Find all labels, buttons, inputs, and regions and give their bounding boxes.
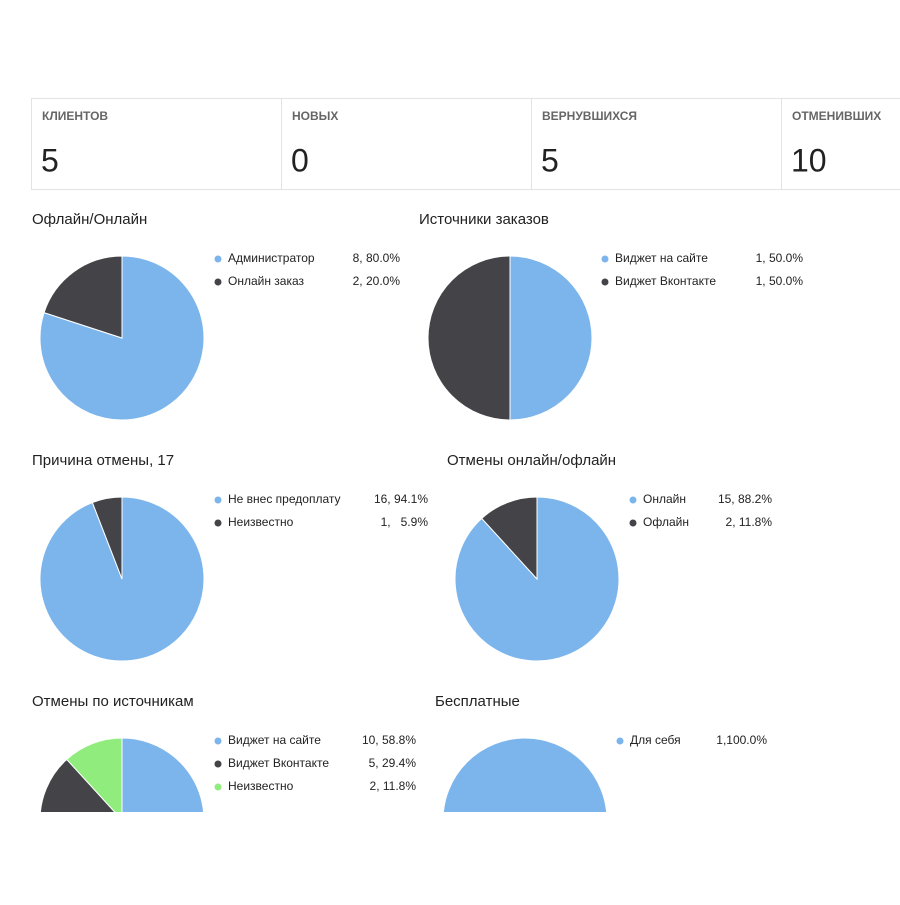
legend-value: 2, 11.8% bbox=[726, 515, 773, 529]
legend-value: 1, 50.0% bbox=[756, 251, 804, 265]
legend-label: Виджет на сайте bbox=[615, 251, 708, 265]
pies bbox=[40, 256, 619, 900]
chart-title: Причина отмены, 17 bbox=[32, 452, 174, 469]
legend-dot bbox=[215, 497, 222, 504]
legend-label: Офлайн bbox=[643, 515, 689, 529]
legend-value: 8, 80.0% bbox=[353, 251, 401, 265]
stats-panel bbox=[32, 99, 900, 190]
legend-label: Администратор bbox=[228, 251, 315, 265]
legend-value: 2, 11.8% bbox=[370, 779, 417, 793]
legend-label: Виджет на сайте bbox=[228, 733, 321, 747]
legend-dot bbox=[602, 256, 609, 263]
legend-dot bbox=[617, 738, 624, 745]
legend-value: 5, 29.4% bbox=[369, 756, 417, 770]
legend-label: Онлайн bbox=[643, 492, 686, 506]
card-label: ВЕРНУВШИХСЯ bbox=[542, 109, 637, 123]
legend-value: 1, 5.9% bbox=[381, 515, 429, 529]
legend-label: Онлайн заказ bbox=[228, 274, 305, 288]
legend-label: Виджет Вконтакте bbox=[228, 756, 329, 770]
card-value: 5 bbox=[541, 142, 559, 178]
legend-label: Неизвестно bbox=[228, 515, 294, 529]
chart-title: Бесплатные bbox=[435, 693, 520, 710]
legend-dot bbox=[215, 761, 222, 768]
card-label: ОТМЕНИВШИХ bbox=[792, 109, 881, 123]
legend-dot bbox=[602, 279, 609, 286]
legend-value: 10, 58.8% bbox=[362, 733, 416, 747]
legend-dot bbox=[630, 497, 637, 504]
pie-slice bbox=[443, 738, 607, 900]
card-value: 0 bbox=[291, 142, 309, 178]
legend-value: 1,100.0% bbox=[716, 733, 767, 747]
legend-value: 1, 50.0% bbox=[756, 274, 804, 288]
card-value: 10 bbox=[791, 142, 827, 178]
pie-slice bbox=[428, 256, 510, 420]
legend-dot bbox=[215, 784, 222, 791]
legend-label: Виджет Вконтакте bbox=[615, 274, 716, 288]
legend-label: Для себя bbox=[630, 733, 681, 747]
chart-title: Отмены по источникам bbox=[32, 693, 194, 710]
legend-value: 2, 20.0% bbox=[353, 274, 401, 288]
card-value: 5 bbox=[41, 142, 59, 178]
legend-dot bbox=[215, 520, 222, 527]
legend-dot bbox=[215, 279, 222, 286]
legend-dot bbox=[215, 256, 222, 263]
pie-slice bbox=[510, 256, 592, 420]
legend-value: 16, 94.1% bbox=[374, 492, 428, 506]
legend-dot bbox=[215, 738, 222, 745]
legend-label: Не внес предоплату bbox=[228, 492, 340, 506]
legend-dot bbox=[630, 520, 637, 527]
chart-title: Офлайн/Онлайн bbox=[32, 211, 147, 228]
chart-title: Отмены онлайн/офлайн bbox=[447, 452, 616, 469]
legend-label: Неизвестно bbox=[228, 779, 294, 793]
card-label: КЛИЕНТОВ bbox=[42, 109, 108, 123]
legend-value: 15, 88.2% bbox=[718, 492, 772, 506]
card-label: НОВЫХ bbox=[292, 109, 338, 123]
chart-title: Источники заказов bbox=[419, 211, 549, 228]
